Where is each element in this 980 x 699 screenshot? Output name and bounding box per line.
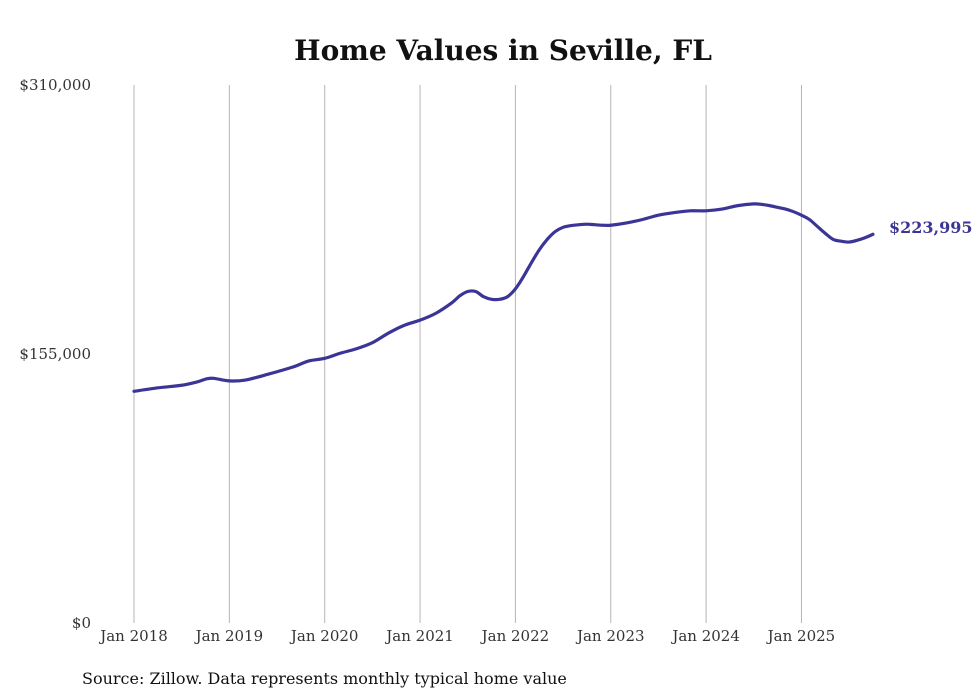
x-tick-label: Jan 2022 [480, 627, 550, 645]
latest-value-label: $223,995 [889, 218, 973, 237]
x-tick-label: Jan 2020 [289, 627, 359, 645]
source-note: Source: Zillow. Data represents monthly … [82, 669, 567, 688]
x-tick-label: Jan 2021 [384, 627, 454, 645]
y-tick-label: $155,000 [19, 345, 91, 363]
x-tick-label: Jan 2018 [98, 627, 168, 645]
gridlines [133, 85, 802, 623]
y-tick-label: $310,000 [19, 76, 91, 94]
y-axis-ticks: $0 $155,000 $310,000 [19, 76, 91, 632]
chart-title: Home Values in Seville, FL [294, 34, 712, 67]
x-tick-label: Jan 2019 [194, 627, 264, 645]
home-value-line [132, 202, 875, 393]
x-axis-ticks: Jan 2018 Jan 2019 Jan 2020 Jan 2021 Jan 2022… [98, 627, 835, 645]
x-tick-label: Jan 2023 [575, 627, 645, 645]
y-tick-label: $0 [72, 614, 91, 632]
x-tick-label: Jan 2024 [670, 627, 740, 645]
x-tick-label: Jan 2025 [766, 627, 836, 645]
